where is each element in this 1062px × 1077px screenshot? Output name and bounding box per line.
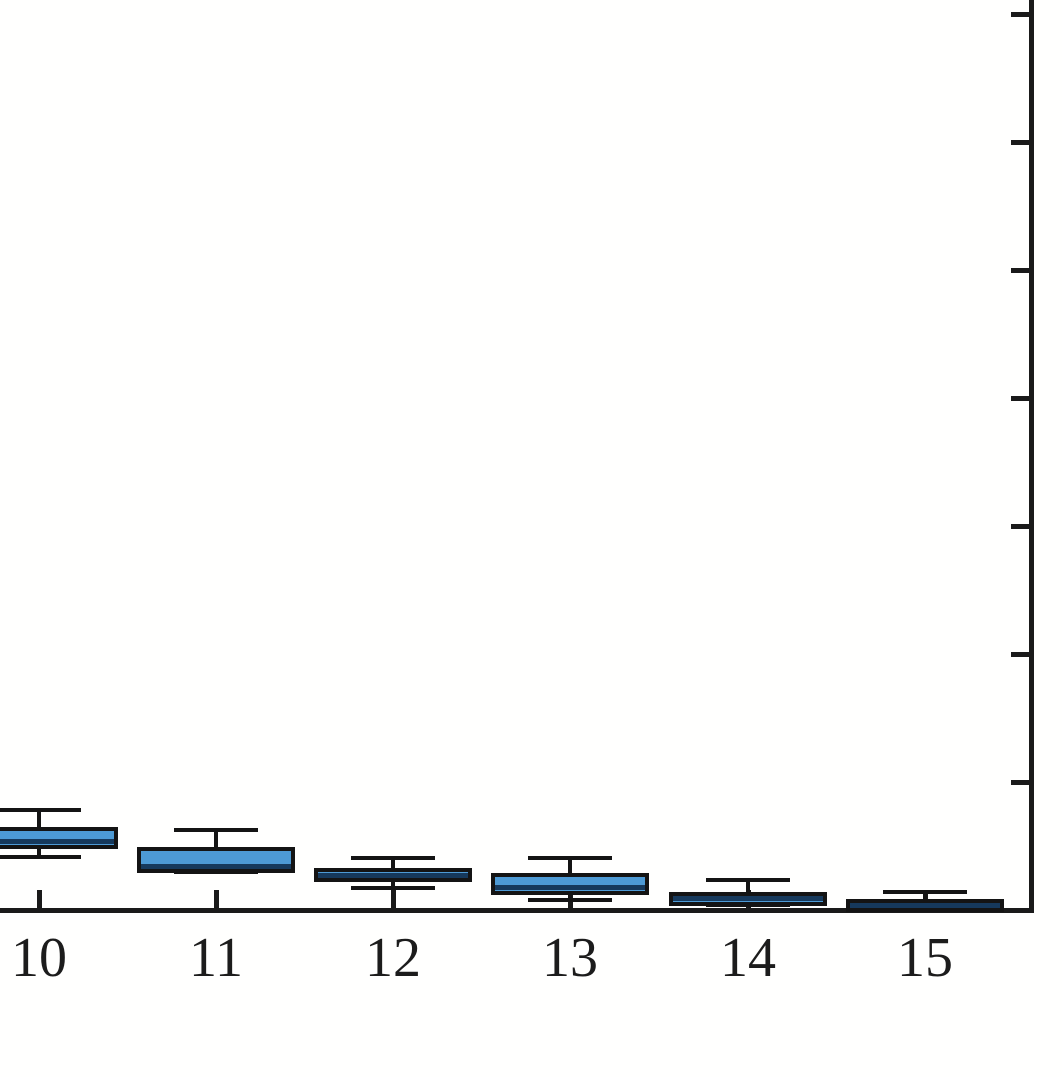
y-axis-tick [1011, 780, 1029, 785]
y-axis-tick [1011, 12, 1029, 17]
x-axis-tick [37, 890, 42, 908]
median-line [850, 903, 1000, 908]
y-axis-tick [1011, 396, 1029, 401]
median-line [141, 864, 291, 869]
whisker-cap-upper [351, 856, 435, 860]
y-axis-right-spine [1029, 0, 1034, 912]
x-axis-line [0, 908, 1034, 913]
median-line [495, 885, 645, 890]
x-tick-label: 12 [365, 927, 421, 989]
whisker-cap-lower [528, 898, 612, 902]
whisker-cap-upper [528, 856, 612, 860]
y-axis-tick [1011, 140, 1029, 145]
box [491, 873, 649, 895]
y-axis-tick [1011, 268, 1029, 273]
whisker-cap-upper [174, 828, 258, 832]
y-axis-tick [1011, 524, 1029, 529]
whisker-cap-lower [0, 855, 81, 859]
box [137, 847, 295, 873]
whisker-cap-lower [351, 886, 435, 890]
x-axis-tick [214, 890, 219, 908]
y-axis-tick [1011, 652, 1029, 657]
x-tick-label: 11 [189, 927, 243, 989]
box [0, 827, 118, 849]
whisker-lower [568, 891, 572, 900]
whisker-upper [37, 810, 41, 827]
whisker-upper [923, 892, 927, 899]
x-tick-label: 14 [720, 927, 776, 989]
median-line [0, 839, 114, 844]
x-tick-label: 10 [11, 927, 67, 989]
x-tick-label: 13 [542, 927, 598, 989]
x-tick-label: 15 [897, 927, 953, 989]
whisker-upper [568, 858, 572, 873]
whisker-upper [391, 858, 395, 868]
median-line [318, 873, 468, 878]
whisker-cap-upper [883, 890, 967, 894]
whisker-lower [391, 878, 395, 888]
whisker-lower [37, 845, 41, 857]
median-line [673, 896, 823, 901]
whisker-upper [214, 830, 218, 847]
whisker-upper [746, 880, 750, 892]
x-axis-tick [391, 890, 396, 908]
whisker-cap-upper [706, 878, 790, 882]
whisker-cap-upper [0, 808, 81, 812]
